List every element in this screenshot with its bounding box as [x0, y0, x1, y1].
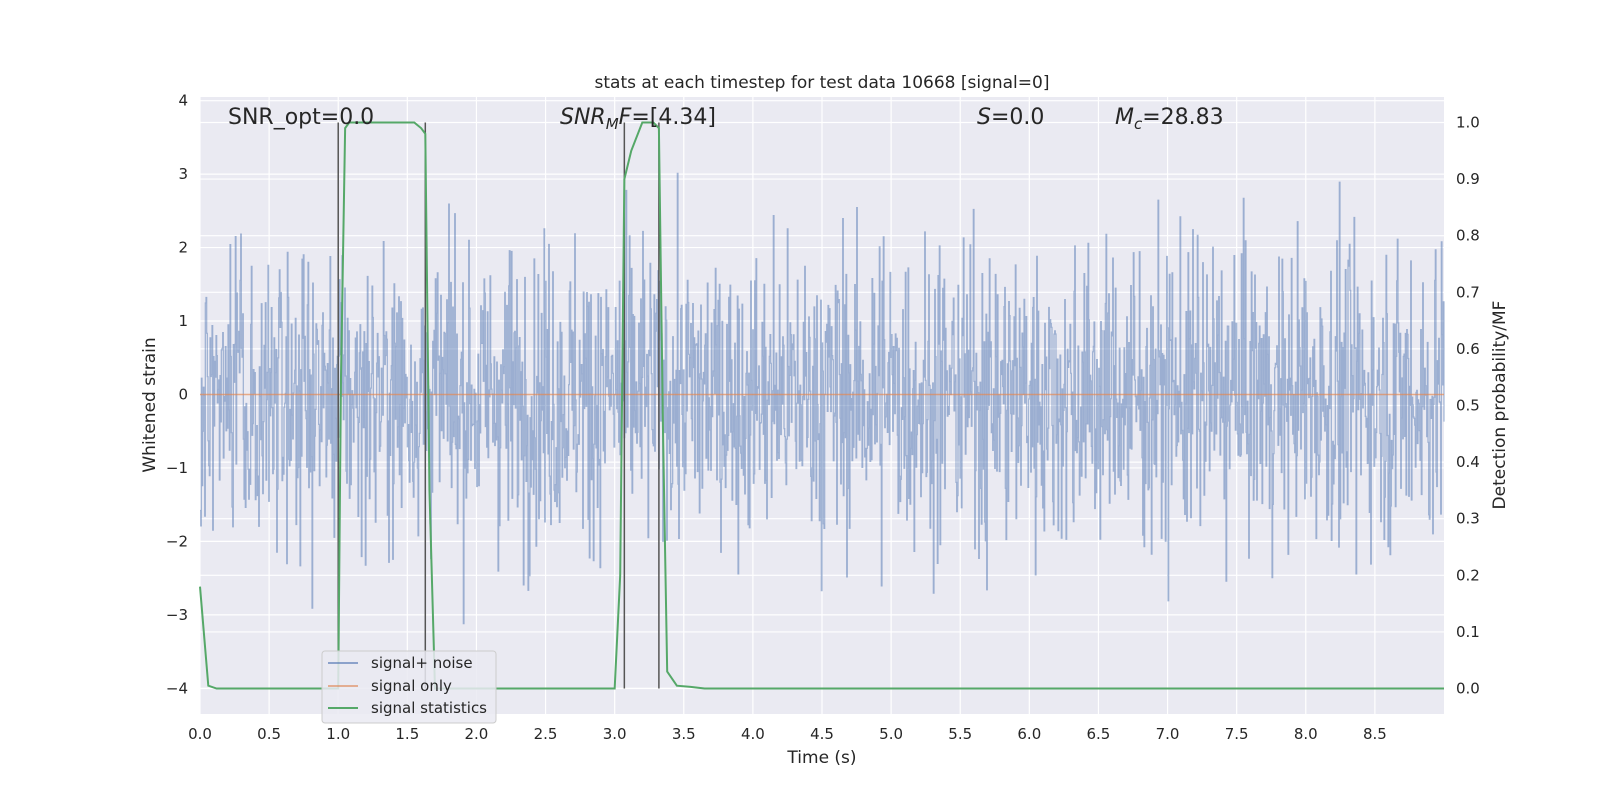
right-y-tick-label: 0.5: [1456, 397, 1480, 415]
snr-mf-symbol: SNR: [560, 105, 606, 130]
legend-label-statistics: signal statistics: [371, 699, 487, 717]
right-y-tick-label: 0.0: [1456, 680, 1480, 698]
x-tick-label: 1.5: [395, 725, 419, 743]
s-value: =0.0: [991, 105, 1044, 130]
left-y-tick-label: 3: [178, 165, 188, 183]
right-y-tick-label: 0.3: [1456, 510, 1480, 528]
mc-value: =28.83: [1142, 105, 1223, 130]
x-tick-label: 4.5: [810, 725, 834, 743]
right-y-tick-label: 0.1: [1456, 623, 1480, 641]
x-axis-label: Time (s): [786, 748, 856, 768]
x-tick-label: 7.5: [1225, 725, 1249, 743]
signal-noise-line: [200, 172, 1445, 625]
signal-noise-series: [200, 172, 1445, 625]
x-tick-label: 6.0: [1017, 725, 1041, 743]
x-tick-label: 8.0: [1294, 725, 1318, 743]
x-tick-label: 2.5: [534, 725, 558, 743]
right-y-tick-label: 0.6: [1456, 340, 1480, 358]
x-tick-label: 8.5: [1363, 725, 1387, 743]
legend-label-signal-only: signal only: [371, 677, 452, 695]
x-tick-label: 0.0: [188, 725, 212, 743]
x-tick-label: 4.0: [741, 725, 765, 743]
left-y-tick-label: −3: [166, 606, 188, 624]
left-y-tick-labels: 4 3 2 1 0 −1 −2 −3 −4: [166, 92, 188, 698]
x-tick-label: 3.0: [603, 725, 627, 743]
x-tick-label: 5.5: [948, 725, 972, 743]
annotation-mc: Mc=28.83: [1115, 105, 1224, 133]
s-symbol: S: [977, 105, 991, 130]
annotation-snr-opt: SNR_opt=0.0: [228, 105, 374, 130]
right-y-tick-label: 0.2: [1456, 566, 1480, 584]
annotation-s: S=0.0: [977, 105, 1044, 130]
chart-title: stats at each timestep for test data 106…: [595, 73, 1050, 93]
right-y-tick-label: 0.7: [1456, 283, 1480, 301]
x-tick-label: 6.5: [1087, 725, 1111, 743]
left-y-tick-label: 2: [178, 239, 188, 257]
legend-label-noise: signal+ noise: [371, 654, 473, 672]
x-tick-label: 3.5: [672, 725, 696, 743]
left-y-tick-label: −1: [166, 459, 188, 477]
mc-symbol: M: [1115, 105, 1134, 130]
left-y-tick-label: 1: [178, 312, 188, 330]
left-y-axis-label: Whitened strain: [140, 337, 160, 472]
annotation-snr-mf: SNRMF=[4.34]: [560, 105, 716, 133]
snr-mf-value: =[4.34]: [631, 105, 716, 130]
left-y-tick-label: 0: [178, 385, 188, 403]
right-y-tick-label: 1.0: [1456, 113, 1480, 131]
left-y-tick-label: 4: [178, 92, 188, 110]
left-y-tick-label: −4: [166, 679, 188, 697]
right-y-tick-label: 0.4: [1456, 453, 1480, 471]
right-y-axis-label: Detection probability/MF: [1490, 301, 1510, 510]
right-y-tick-labels: 1.0 0.9 0.8 0.7 0.6 0.5 0.4 0.3 0.2 0.1 0.0: [1456, 113, 1480, 697]
legend: signal+ noise signal only signal statist…: [321, 650, 497, 724]
snr-mf-symbol2: F: [619, 105, 632, 130]
x-tick-label: 0.5: [257, 725, 281, 743]
right-y-tick-label: 0.8: [1456, 227, 1480, 245]
x-tick-label: 2.0: [465, 725, 489, 743]
left-y-tick-label: −2: [166, 532, 188, 550]
legend-box: [321, 650, 497, 724]
mc-subscript: c: [1134, 115, 1143, 133]
x-tick-label: 1.0: [326, 725, 350, 743]
x-tick-label: 7.0: [1156, 725, 1180, 743]
x-tick-label: 5.0: [879, 725, 903, 743]
right-y-tick-label: 0.9: [1456, 170, 1480, 188]
x-tick-labels: 0.0 0.5 1.0 1.5 2.0 2.5 3.0 3.5 4.0 4.5 5.0 5.5 6.0 6…: [188, 725, 1387, 743]
snr-mf-subscript: M: [606, 115, 619, 133]
